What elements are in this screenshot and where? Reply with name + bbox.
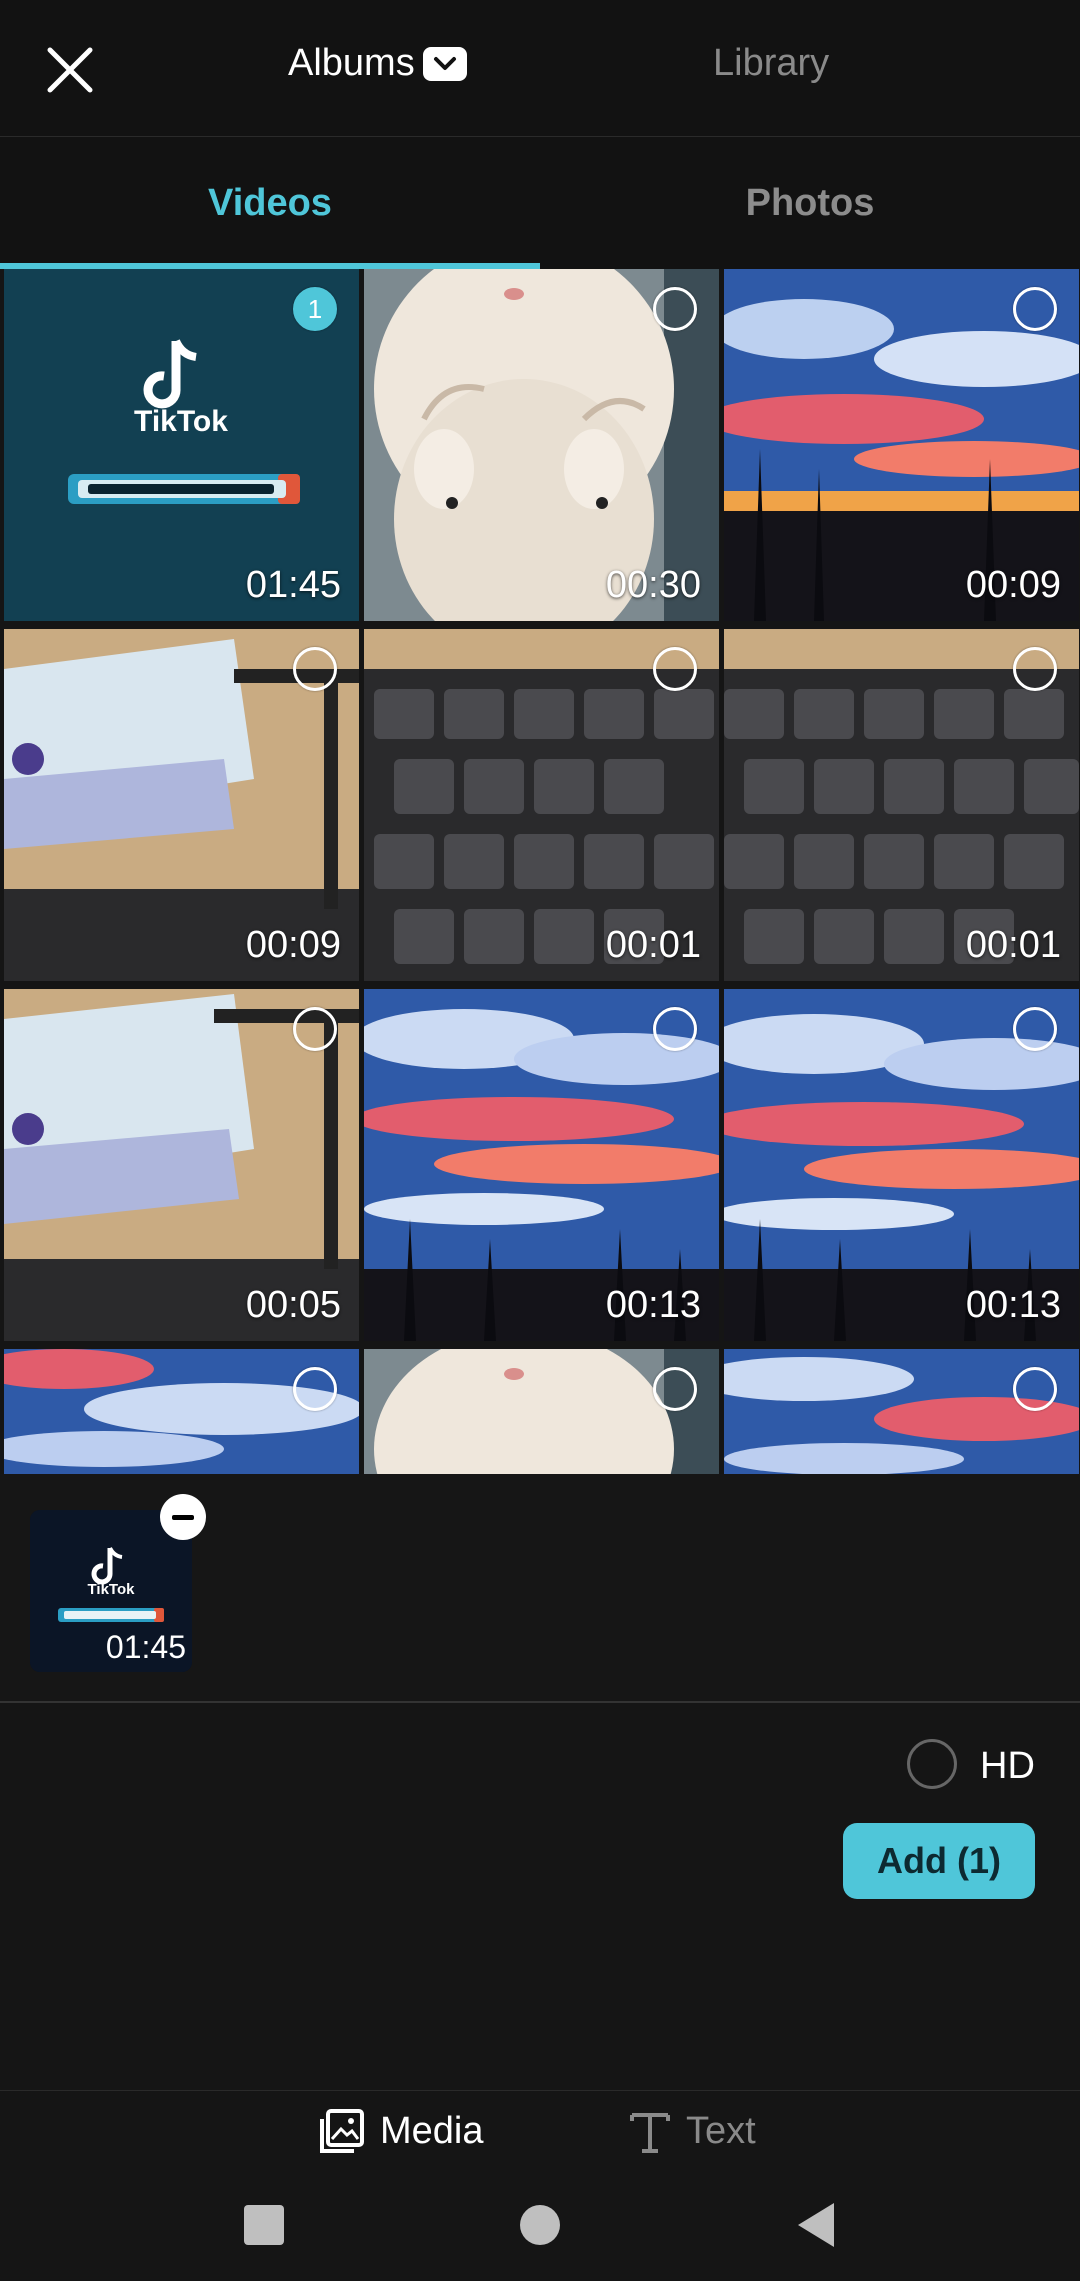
add-button[interactable]: Add (1) [843, 1823, 1035, 1899]
grid-item[interactable]: 00:13 [364, 989, 719, 1341]
nav-media[interactable]: Media [318, 2099, 484, 2163]
grid-item[interactable]: 00:01 [724, 629, 1079, 981]
video-thumbnail [724, 269, 1079, 621]
back-icon[interactable] [794, 2193, 838, 2257]
video-thumbnail: TikTok [30, 1510, 192, 1672]
grid-item[interactable] [724, 1349, 1079, 1474]
video-duration: 01:45 [245, 564, 341, 606]
selection-circle[interactable] [293, 1007, 337, 1051]
selection-circle[interactable] [653, 1367, 697, 1411]
svg-text:TikTok: TikTok [88, 1581, 136, 1598]
selection-circle[interactable] [1013, 1007, 1057, 1051]
grid-item[interactable] [4, 1349, 359, 1474]
tab-videos[interactable]: Videos [208, 181, 332, 224]
selection-circle[interactable] [653, 1007, 697, 1051]
nav-text-label: Text [686, 2109, 756, 2152]
image-gallery-icon [320, 2109, 364, 2153]
selection-circle[interactable] [293, 647, 337, 691]
video-duration: 00:09 [965, 564, 1061, 606]
grid-item[interactable]: 00:09 [724, 269, 1079, 621]
video-thumbnail: TikTok [4, 269, 359, 621]
text-icon [630, 2113, 670, 2153]
video-duration: 00:30 [605, 564, 701, 606]
grid-item[interactable]: 00:05 [4, 989, 359, 1341]
selection-circle[interactable] [1013, 287, 1057, 331]
video-thumbnail [724, 629, 1079, 981]
grid-item[interactable]: 00:30 [364, 269, 719, 621]
bottom-navigation: Media Text [0, 2090, 1080, 2281]
nav-text[interactable]: Text [628, 2099, 756, 2163]
tab-photos[interactable]: Photos [745, 181, 875, 224]
grid-item[interactable]: 00:13 [724, 989, 1079, 1341]
video-duration: 00:13 [965, 1284, 1061, 1326]
selection-circle[interactable] [1013, 647, 1057, 691]
media-grid: TikTok 1 01:45 00:30 [0, 269, 1080, 1474]
nav-media-label: Media [380, 2109, 484, 2152]
video-thumbnail [4, 1349, 359, 1474]
grid-item[interactable]: 00:01 [364, 629, 719, 981]
video-thumbnail [364, 269, 719, 621]
hd-label[interactable]: HD [980, 1745, 1035, 1787]
video-duration: 00:13 [605, 1284, 701, 1326]
selected-thumbnail[interactable]: TikTok 01:45 [30, 1510, 192, 1672]
recents-icon[interactable] [242, 2193, 286, 2257]
albums-dropdown[interactable]: Albums [288, 42, 467, 85]
video-duration: 01:45 [105, 1629, 186, 1665]
remove-selected-button[interactable] [160, 1494, 206, 1540]
video-thumbnail [4, 989, 359, 1341]
media-type-tabs: Videos Photos [0, 137, 1080, 269]
video-thumbnail [364, 629, 719, 981]
video-duration: 00:05 [245, 1284, 341, 1326]
video-thumbnail [4, 629, 359, 981]
grid-item[interactable]: TikTok 1 01:45 [4, 269, 359, 621]
video-thumbnail [724, 989, 1079, 1341]
video-duration: 00:01 [965, 924, 1061, 966]
selection-circle[interactable] [293, 1367, 337, 1411]
top-bar: Albums Library [0, 0, 1080, 137]
minus-icon [172, 1514, 194, 1520]
grid-item[interactable]: 00:09 [4, 629, 359, 981]
active-tab-indicator [0, 263, 540, 269]
chevron-down-icon [422, 46, 467, 81]
albums-label: Albums [288, 42, 415, 84]
close-icon[interactable] [44, 44, 96, 96]
video-thumbnail [724, 1349, 1079, 1474]
svg-text:TikTok: TikTok [134, 405, 228, 438]
grid-item[interactable] [364, 1349, 719, 1474]
hd-radio[interactable] [907, 1739, 957, 1789]
selection-circle[interactable] [653, 647, 697, 691]
video-thumbnail [364, 1349, 719, 1474]
selection-circle[interactable] [1013, 1367, 1057, 1411]
library-tab[interactable]: Library [713, 42, 830, 84]
selection-circle[interactable] [653, 287, 697, 331]
video-duration: 00:01 [605, 924, 701, 966]
video-duration: 00:09 [245, 924, 341, 966]
selection-badge[interactable]: 1 [293, 287, 337, 331]
video-thumbnail [364, 989, 719, 1341]
home-icon[interactable] [518, 2193, 562, 2257]
